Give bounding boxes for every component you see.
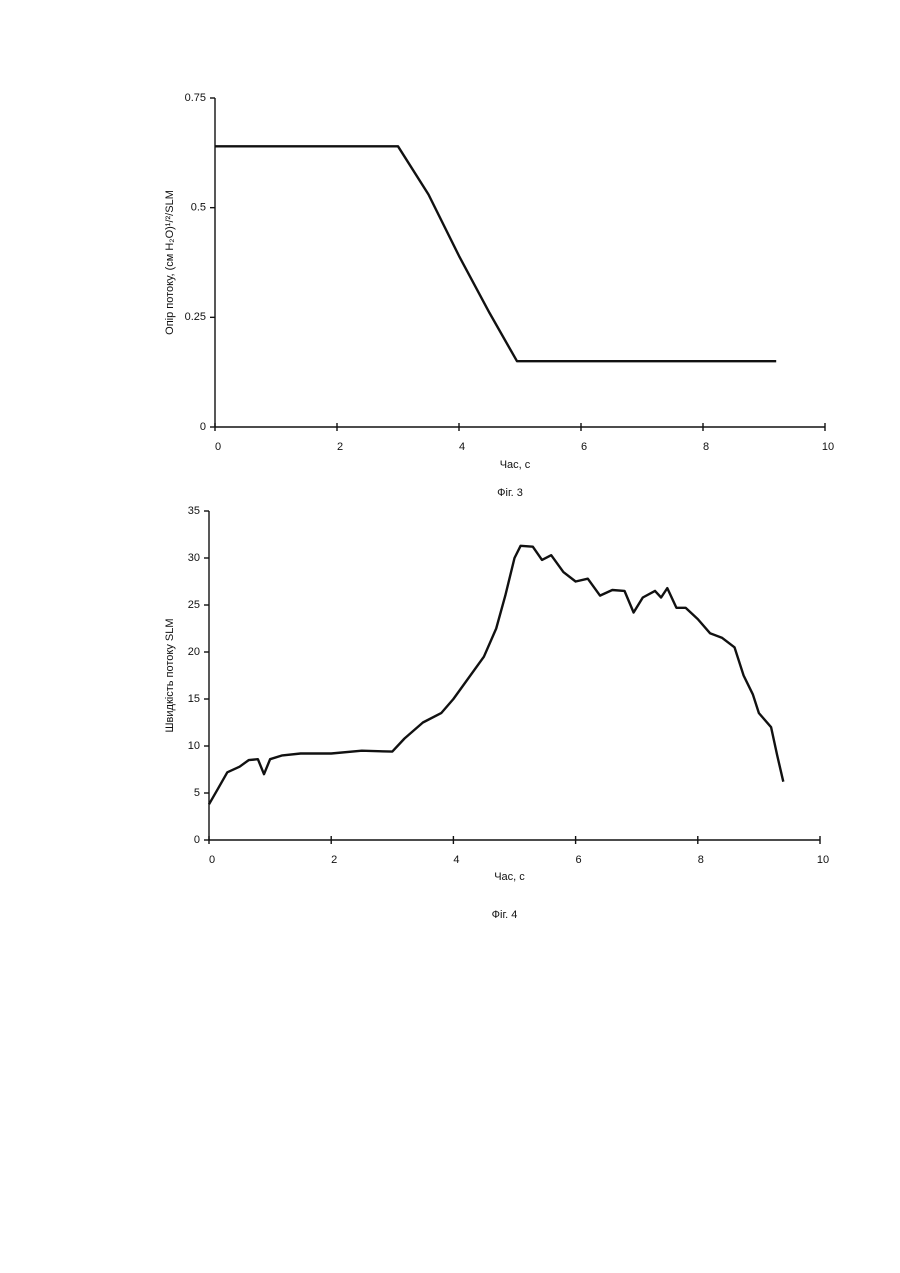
x-tick-label: 6 — [581, 441, 587, 453]
data-line — [215, 146, 776, 361]
x-tick-label: 0 — [209, 854, 215, 866]
y-tick-label: 20 — [188, 646, 200, 658]
x-tick-label: 4 — [459, 441, 465, 453]
y-tick-label: 10 — [188, 740, 200, 752]
y-tick-label: 0 — [194, 834, 200, 846]
x-tick-label: 2 — [337, 441, 343, 453]
x-axis-label: Час, с — [500, 459, 531, 471]
y-tick-label: 15 — [188, 693, 200, 705]
y-tick-label: 0.25 — [185, 311, 206, 323]
y-tick-label: 25 — [188, 599, 200, 611]
x-tick-label: 10 — [822, 441, 834, 453]
y-axis-label: Швидкість потоку SLM — [164, 618, 176, 732]
figure-caption: Фіг. 4 — [492, 909, 518, 921]
x-tick-label: 0 — [215, 441, 221, 453]
y-tick-label: 0.5 — [191, 202, 206, 214]
data-line — [209, 546, 783, 805]
y-tick-label: 0 — [200, 421, 206, 433]
x-tick-label: 10 — [817, 854, 829, 866]
y-tick-label: 35 — [188, 505, 200, 517]
y-tick-label: 0.75 — [185, 92, 206, 104]
x-axis-label: Час, с — [494, 871, 525, 883]
figure-caption: Фіг. 3 — [497, 487, 523, 499]
x-tick-label: 8 — [703, 441, 709, 453]
page: 0 0.25 0.5 0.75 0 2 4 6 8 10 Опір потоку, (см H₂O)… — [0, 0, 900, 1273]
x-tick-label: 6 — [576, 854, 582, 866]
y-tick-label: 30 — [188, 552, 200, 564]
x-tick-label: 2 — [331, 854, 337, 866]
x-tick-label: 4 — [453, 854, 459, 866]
x-tick-label: 8 — [698, 854, 704, 866]
y-tick-label: 5 — [194, 787, 200, 799]
y-axis-label: Опір потоку, (см H₂O)¹/²/SLM — [164, 190, 176, 335]
